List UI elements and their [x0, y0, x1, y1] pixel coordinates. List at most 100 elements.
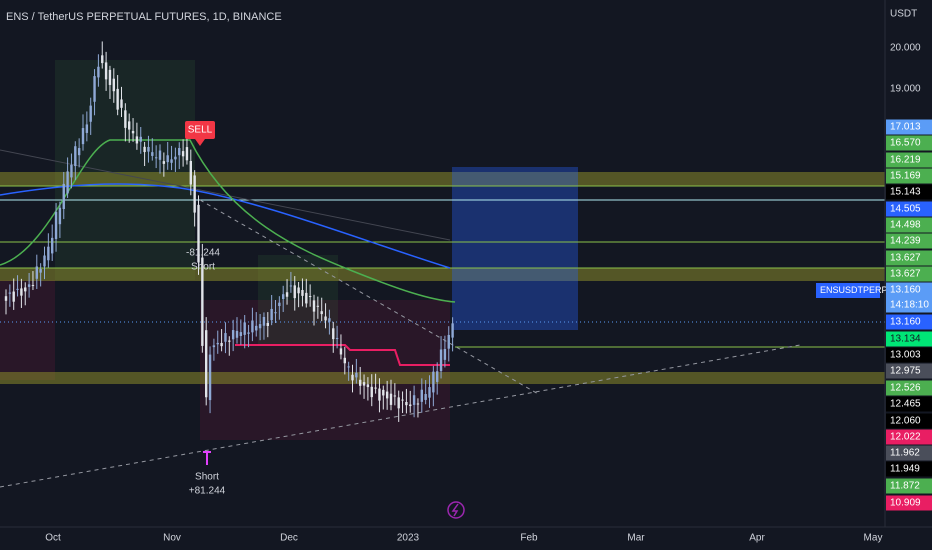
event-icon[interactable] — [447, 501, 465, 519]
price-badge — [886, 168, 932, 184]
price-label: 15.169 — [890, 171, 921, 182]
candle-body — [412, 395, 416, 405]
candle-body — [54, 211, 58, 239]
candle-body — [235, 330, 239, 338]
sell-arrow — [195, 139, 205, 146]
candle-body — [101, 55, 104, 64]
time-label: 2023 — [397, 533, 420, 544]
candle-body — [362, 382, 366, 386]
time-label: Apr — [749, 533, 765, 544]
price-label: 13.160 — [890, 317, 921, 328]
candle-body — [347, 366, 350, 368]
candle-body — [81, 128, 85, 145]
candle-body — [120, 99, 123, 108]
price-label: 13.160 — [890, 285, 921, 296]
candle-body — [124, 110, 127, 128]
candle-body — [424, 394, 427, 400]
candle-body — [282, 294, 285, 299]
zone — [0, 280, 55, 380]
candle-body — [12, 291, 15, 302]
candle-body — [51, 237, 54, 254]
time-label: Feb — [520, 533, 538, 544]
candle-body — [24, 287, 27, 292]
candle-body — [154, 157, 158, 159]
price-badge — [886, 429, 932, 445]
candle-body — [243, 322, 246, 335]
marker — [203, 451, 211, 465]
moving-average — [0, 139, 456, 303]
candle-body — [181, 151, 185, 157]
candle-body — [420, 389, 423, 402]
candle-body — [324, 316, 327, 321]
price-label: 13.627 — [890, 253, 921, 264]
candle-body — [66, 171, 69, 194]
candle-body — [89, 105, 92, 122]
candle-body — [432, 371, 435, 393]
candle-body — [43, 255, 46, 267]
trade-label: -81.244 — [186, 248, 220, 259]
price-badge — [886, 396, 932, 412]
time-label: Mar — [627, 533, 645, 544]
price-badge — [886, 184, 932, 200]
price-label: 12.465 — [890, 399, 921, 410]
price-badge — [886, 135, 932, 151]
trade-label: +81.244 — [189, 486, 226, 497]
candle-body — [262, 316, 266, 326]
candle-body — [166, 155, 169, 163]
candle-body — [228, 340, 231, 342]
candle-body — [436, 371, 439, 382]
candle-body — [320, 311, 323, 315]
price-label: 14.239 — [890, 236, 921, 247]
zone — [200, 300, 450, 440]
event-icon-glyph — [451, 503, 459, 517]
candle-body — [278, 302, 281, 307]
candle-body — [366, 384, 370, 388]
candle-body — [409, 404, 412, 407]
price-badge — [886, 250, 932, 266]
candle-body — [266, 323, 269, 326]
candle-body — [131, 130, 135, 134]
candle-body — [439, 349, 443, 372]
candle-body — [224, 333, 227, 342]
price-badge — [886, 233, 932, 249]
price-badge — [886, 445, 932, 461]
candle-body — [31, 285, 35, 287]
candle-body — [85, 124, 89, 133]
candle-body — [335, 337, 339, 339]
candle-body — [39, 269, 42, 273]
candle-body — [70, 164, 73, 178]
price-badge — [886, 380, 932, 396]
candle-body — [104, 62, 108, 80]
candle-body — [201, 257, 204, 346]
zone-band — [0, 268, 885, 281]
candle-body — [47, 246, 50, 261]
candle-body — [74, 146, 77, 167]
candle-body — [128, 121, 131, 130]
candle-body — [208, 354, 212, 401]
candle-body — [178, 148, 181, 156]
price-badge — [886, 413, 932, 429]
unit-label: USDT — [890, 9, 917, 20]
candle-body — [108, 69, 112, 85]
candle-body — [151, 152, 154, 156]
candle-body — [185, 147, 189, 161]
candle-body — [251, 320, 254, 333]
price-label: 12.526 — [890, 383, 921, 394]
candle-body — [162, 161, 166, 164]
candle-body — [285, 292, 289, 297]
zone — [55, 60, 195, 280]
sell-badge — [185, 121, 215, 139]
price-badge — [886, 461, 932, 477]
candle-body — [93, 76, 96, 102]
candle-body — [328, 318, 331, 322]
candle-body — [428, 387, 431, 398]
countdown: 14:18:10 — [890, 300, 929, 311]
time-label: May — [864, 533, 883, 544]
price-label: 11.962 — [890, 448, 920, 459]
candle-body — [247, 332, 250, 334]
candle-body — [143, 146, 146, 153]
price-badge — [886, 331, 932, 347]
candle-body — [332, 328, 335, 340]
candle-body — [447, 334, 450, 349]
trade-label: Short — [195, 472, 219, 483]
